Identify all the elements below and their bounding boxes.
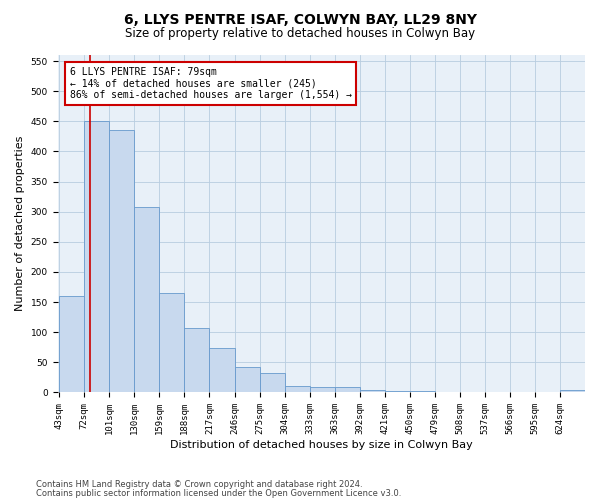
Text: Size of property relative to detached houses in Colwyn Bay: Size of property relative to detached ho… <box>125 28 475 40</box>
X-axis label: Distribution of detached houses by size in Colwyn Bay: Distribution of detached houses by size … <box>170 440 473 450</box>
Bar <box>310 387 335 392</box>
Text: Contains HM Land Registry data © Crown copyright and database right 2024.: Contains HM Land Registry data © Crown c… <box>36 480 362 489</box>
Y-axis label: Number of detached properties: Number of detached properties <box>15 136 25 312</box>
Bar <box>134 207 160 392</box>
Bar <box>335 387 359 392</box>
Bar <box>84 122 109 392</box>
Text: 6 LLYS PENTRE ISAF: 79sqm
← 14% of detached houses are smaller (245)
86% of semi: 6 LLYS PENTRE ISAF: 79sqm ← 14% of detac… <box>70 67 352 100</box>
Text: 6, LLYS PENTRE ISAF, COLWYN BAY, LL29 8NY: 6, LLYS PENTRE ISAF, COLWYN BAY, LL29 8N… <box>124 12 476 26</box>
Bar <box>560 390 585 392</box>
Text: Contains public sector information licensed under the Open Government Licence v3: Contains public sector information licen… <box>36 488 401 498</box>
Bar <box>59 296 84 392</box>
Bar <box>235 366 260 392</box>
Bar <box>359 390 385 392</box>
Bar <box>109 130 134 392</box>
Bar <box>385 390 410 392</box>
Bar <box>184 328 209 392</box>
Bar <box>209 348 235 393</box>
Bar <box>260 373 284 392</box>
Bar <box>160 293 184 392</box>
Bar <box>284 386 310 392</box>
